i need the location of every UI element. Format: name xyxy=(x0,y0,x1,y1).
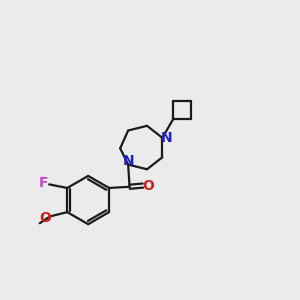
Text: O: O xyxy=(142,178,154,193)
Text: O: O xyxy=(39,211,51,225)
Text: N: N xyxy=(161,131,172,145)
Text: N: N xyxy=(122,154,134,168)
Text: F: F xyxy=(39,176,49,190)
